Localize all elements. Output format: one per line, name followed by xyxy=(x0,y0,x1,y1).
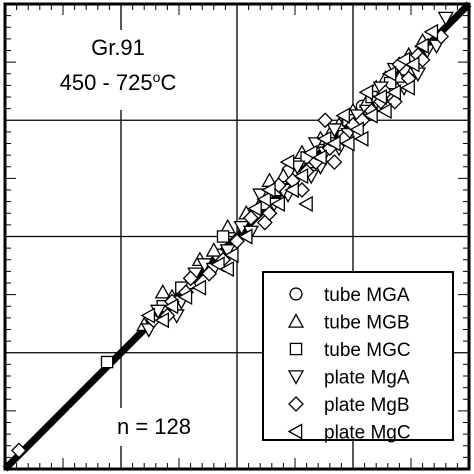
data-point-diamond xyxy=(317,112,334,129)
data-point-triangle-left xyxy=(293,167,309,185)
chart-title-line2: 450 - 725oC xyxy=(60,69,177,95)
legend-marker-diamond xyxy=(288,396,304,412)
data-point-triangle-left xyxy=(298,195,313,213)
data-point-triangle-left xyxy=(312,149,327,166)
data-point-triangle-left xyxy=(237,228,253,245)
data-point-triangle-left xyxy=(340,135,355,152)
plot-frame xyxy=(3,2,471,471)
data-point-diamond xyxy=(182,270,199,287)
legend-label: plate MgB xyxy=(324,395,410,416)
data-point-triangle-left xyxy=(270,195,286,213)
data-point-triangle-left xyxy=(279,153,295,171)
temperature-unit: C xyxy=(160,70,176,95)
data-point-triangle-left xyxy=(349,121,364,138)
legend-label: plate MgC xyxy=(324,423,411,444)
data-point-triangle-left xyxy=(140,307,156,324)
data-point-triangle-left xyxy=(363,107,378,124)
data-point-triangle-left xyxy=(302,144,318,161)
data-point-diamond xyxy=(201,265,218,282)
data-point-triangle-left xyxy=(284,181,299,199)
data-point-triangle-left xyxy=(256,191,272,208)
legend-marker-triangle-left xyxy=(287,423,303,440)
data-point-triangle-down xyxy=(140,323,157,338)
legend-marker-triangle-up xyxy=(287,313,305,328)
data-point-triangle-left xyxy=(219,260,234,278)
data-point-triangle-left xyxy=(404,56,420,73)
data-point-triangle-up xyxy=(154,283,171,299)
legend-marker-triangle-down xyxy=(287,370,305,385)
legend-box xyxy=(262,271,454,441)
data-point-triangle-left xyxy=(377,102,392,120)
title-background xyxy=(30,30,220,110)
data-point-triangle-left xyxy=(353,130,369,147)
data-point-triangle-left xyxy=(358,84,374,101)
data-point-diamond xyxy=(11,442,27,459)
legend-marker-square xyxy=(289,342,303,356)
legend-label: tube MGA xyxy=(324,285,410,306)
data-point-triangle-left xyxy=(247,200,262,217)
data-point-triangle-left xyxy=(381,65,397,82)
data-point-triangle-left xyxy=(414,37,429,54)
data-point-triangle-left xyxy=(154,312,170,329)
data-point-triangle-down xyxy=(307,137,324,152)
data-point-triangle-left xyxy=(224,246,239,264)
degree-superscript: o xyxy=(153,69,161,85)
annotation-background xyxy=(70,408,228,446)
data-point-triangle-left xyxy=(191,279,207,296)
chart-title-line1: Gr.91 xyxy=(91,35,145,60)
data-point-triangle-left xyxy=(177,288,193,306)
data-point-triangle-down xyxy=(437,11,454,27)
data-point-diamond xyxy=(326,154,343,171)
data-point-triangle-up xyxy=(205,242,222,257)
data-points xyxy=(11,11,454,459)
data-point-triangle-left xyxy=(395,51,411,68)
data-point-triangle-left xyxy=(372,88,388,106)
legend-label: plate MgA xyxy=(324,368,410,389)
temperature-range: 450 - 725 xyxy=(60,70,153,95)
data-point-triangle-left xyxy=(423,23,439,41)
legend: tube MGA tube MGB tube MGC plate MgA plate M… xyxy=(262,271,454,444)
data-point-triangle-left xyxy=(261,181,276,199)
data-point-square xyxy=(100,355,114,369)
data-point-triangle-left xyxy=(400,79,415,96)
data-point-triangle-left xyxy=(316,130,332,147)
data-point-triangle-left xyxy=(163,298,179,315)
data-point-triangle-left xyxy=(386,84,402,101)
data-point-square xyxy=(216,230,230,243)
data-point-diamond xyxy=(243,209,259,226)
data-point-triangle-down xyxy=(326,123,343,138)
data-point-diamond xyxy=(256,214,273,231)
data-point-triangle-left xyxy=(335,107,350,124)
legend-marker-circle xyxy=(289,287,303,301)
legend-label: tube MGC xyxy=(324,340,411,361)
data-point-triangle-up xyxy=(275,167,292,183)
data-point-triangle-left xyxy=(210,256,225,273)
legend-label: tube MGB xyxy=(324,313,410,334)
data-point-triangle-down xyxy=(428,39,445,55)
sample-count-annotation: n = 128 xyxy=(117,414,191,439)
